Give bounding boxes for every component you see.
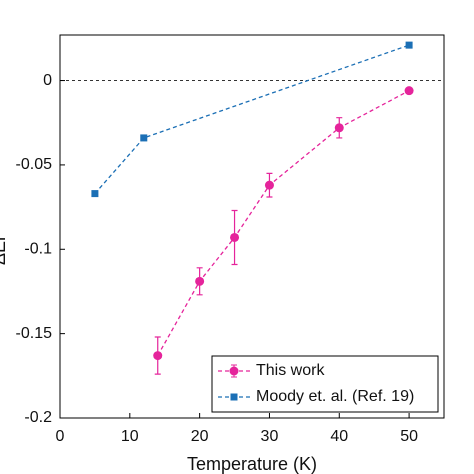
x-tick-label: 20 <box>191 428 209 445</box>
marker <box>404 86 414 96</box>
series-line <box>157 90 410 356</box>
y-tick-label: 0 <box>43 72 52 89</box>
x-tick-label: 10 <box>121 428 139 445</box>
y-tick-label: -0.05 <box>16 156 53 173</box>
y-tick-label: -0.15 <box>16 325 53 342</box>
legend-label: This work <box>256 362 325 379</box>
x-axis-label: Temperature (K) <box>187 454 317 474</box>
y-tick-label: -0.1 <box>24 240 52 257</box>
x-tick-label: 40 <box>330 428 348 445</box>
series-line <box>94 44 410 195</box>
marker <box>195 276 205 286</box>
y-axis-label: ΔEr <box>0 235 9 265</box>
legend-box <box>211 355 439 413</box>
marker <box>230 232 240 242</box>
legend-label: Moody et. al. (Ref. 19) <box>256 388 414 405</box>
legend-marker <box>229 366 239 376</box>
legend-marker <box>230 393 238 401</box>
marker <box>153 351 163 361</box>
marker <box>264 180 274 190</box>
y-tick-label: -0.2 <box>24 409 52 426</box>
x-tick-label: 0 <box>56 428 65 445</box>
plot-frame <box>59 34 445 419</box>
marker <box>334 123 344 133</box>
marker <box>140 134 148 142</box>
marker <box>91 190 99 198</box>
x-tick-label: 30 <box>261 428 279 445</box>
marker <box>405 41 413 49</box>
x-tick-label: 50 <box>400 428 418 445</box>
